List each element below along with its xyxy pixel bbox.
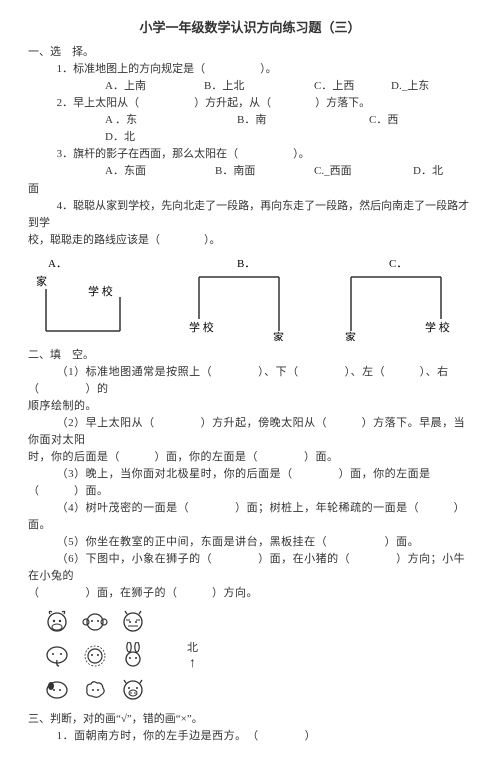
- q2-a: A ．东: [105, 112, 237, 129]
- q4-line1: 4．聪聪从家到学校，先向北走了一段路，再向东走了一段路，然后向南走了一段路才到学: [28, 198, 472, 232]
- q2-options-row2: D．北: [28, 129, 472, 146]
- animals-grid: [39, 605, 151, 705]
- q3-b: B．南面: [215, 163, 314, 180]
- animal-tiger-icon: [115, 605, 151, 637]
- q2-b: B．南: [237, 112, 369, 129]
- q3-c: C._西面: [314, 163, 413, 180]
- diagram-b: B． 学 校 家: [179, 255, 320, 341]
- q3-d2: 面: [28, 181, 472, 198]
- s2-q4: （4）树叶茂密的一面是（ ）面；树桩上，年轮稀疏的一面是（ ）面。: [28, 500, 472, 534]
- q2-options-row1: A ．东 B．南 C．西: [28, 112, 472, 129]
- s2-q2a: （2）早上太阳从（ ）方升起，傍晚太阳从（ ）方落下。早晨，当你面对太阳: [28, 415, 472, 449]
- s2-q2b: 时，你的后面是（ ）面，你的左面是（ ）面。: [28, 449, 472, 466]
- label-b: B．: [237, 258, 255, 270]
- s2-q1b: 顺序绘制的。: [28, 398, 472, 415]
- animal-elephant-icon: [39, 639, 75, 671]
- north-arrow-icon: ↑: [189, 657, 196, 671]
- q3-a: A．东面: [105, 163, 215, 180]
- section3-head: 三、判断，对的画“√”，错的画“×”。: [28, 711, 472, 728]
- q3-d: D．北: [413, 163, 443, 180]
- animal-rabbit-icon: [115, 639, 151, 671]
- north-label: 北: [187, 640, 198, 657]
- label-school-c: 学 校: [425, 320, 450, 334]
- s3-q1: 1．面朝南方时，你的左手边是西方。 （ ）: [28, 728, 472, 745]
- label-a: A．: [48, 258, 67, 270]
- animal-lion-icon: [77, 639, 113, 671]
- q1-b: B．上北: [204, 78, 314, 95]
- animal-pig-icon: [115, 673, 151, 705]
- animal-dog-icon: [39, 673, 75, 705]
- label-school-b: 学 校: [189, 320, 214, 334]
- label-c: C．: [389, 258, 407, 270]
- q2-stem: 2．早上太阳从（ ）方升起，从（ ）方落下。: [28, 95, 472, 112]
- q1-options: A．上南 B．上北 C．上西 D._上东: [28, 78, 472, 95]
- s2-q3: （3）晚上，当你面对北极星时，你的后面是（ ）面，你的左面是（ ）面。: [28, 466, 472, 500]
- s2-q6a: （6）下图中，小象在狮子的（ ）面，在小猪的（ ）方向；小牛在小兔的: [28, 551, 472, 585]
- q4-line2: 校，聪聪走的路线应该是（ ）。: [28, 232, 472, 249]
- q1-stem: 1．标准地图上的方向规定是（ ）。: [28, 61, 472, 78]
- section1-head: 一、选 择。: [28, 44, 472, 61]
- q1-a: A．上南: [105, 78, 204, 95]
- s2-q1a: （1）标准地图通常是按照上（ ）、下（ ）、左（ ）、右（ ）的: [28, 364, 472, 398]
- s2-q5: （5）你坐在教室的正中间，东面是讲台，黑板挂在（ ）面。: [28, 534, 472, 551]
- north-indicator: 北 ↑: [187, 640, 198, 671]
- label-home-c: 家: [345, 330, 356, 341]
- section2-head: 二、填 空。: [28, 347, 472, 364]
- animal-monkey-icon: [77, 605, 113, 637]
- label-home-a: 家: [36, 274, 47, 288]
- diagram-c: C． 家 学 校: [331, 255, 472, 341]
- q1-d: D._上东: [391, 78, 429, 95]
- animal-cow-icon: [39, 605, 75, 637]
- q2-c: C．西: [369, 112, 398, 129]
- q1-c: C．上西: [314, 78, 391, 95]
- route-diagrams: A． 家 学 校 B． 学 校 家 C． 家 学 校: [28, 255, 472, 341]
- label-school-a: 学 校: [88, 284, 113, 298]
- q3-options: A．东面 B．南面 C._西面 D．北: [28, 163, 472, 180]
- animal-sheep-icon: [77, 673, 113, 705]
- animals-figure: 北 ↑: [39, 605, 472, 705]
- s2-q6b: （ ）面，在狮子的（ ）方向。: [28, 585, 472, 602]
- q2-d: D．北: [105, 129, 135, 146]
- label-home-b: 家: [273, 330, 284, 341]
- page-title: 小学一年级数学认识方向练习题（三）: [28, 18, 472, 38]
- q3-stem: 3．旗杆的影子在西面，那么太阳在（ ）。: [28, 146, 472, 163]
- diagram-a: A． 家 学 校: [28, 255, 169, 341]
